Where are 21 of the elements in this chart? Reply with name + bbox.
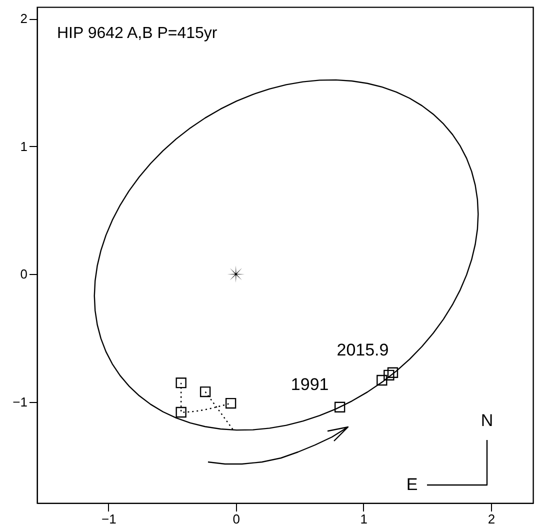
y-tick-label: 1 xyxy=(20,138,28,154)
point xyxy=(334,402,346,412)
point xyxy=(387,367,398,378)
x-tick-label: 0 xyxy=(232,512,240,526)
point xyxy=(200,386,211,398)
annotation: E xyxy=(406,475,418,494)
point xyxy=(176,406,186,418)
point xyxy=(376,374,388,386)
y-tick-label: 0 xyxy=(20,266,28,282)
x-tick-label: 1 xyxy=(360,512,368,526)
x-tick-label: 2 xyxy=(488,512,496,526)
x-tick-label: −1 xyxy=(101,512,116,526)
point xyxy=(176,377,186,388)
annotation: 2015.9 xyxy=(336,340,389,360)
annotation: 1991 xyxy=(290,375,329,394)
text: HIP 9642 A,B P=415yr xyxy=(57,25,218,42)
y-tick-label: −1 xyxy=(12,394,28,410)
point xyxy=(384,370,394,381)
annotation: N xyxy=(480,411,494,430)
point xyxy=(225,398,236,409)
y-tick-label: 2 xyxy=(20,11,28,26)
